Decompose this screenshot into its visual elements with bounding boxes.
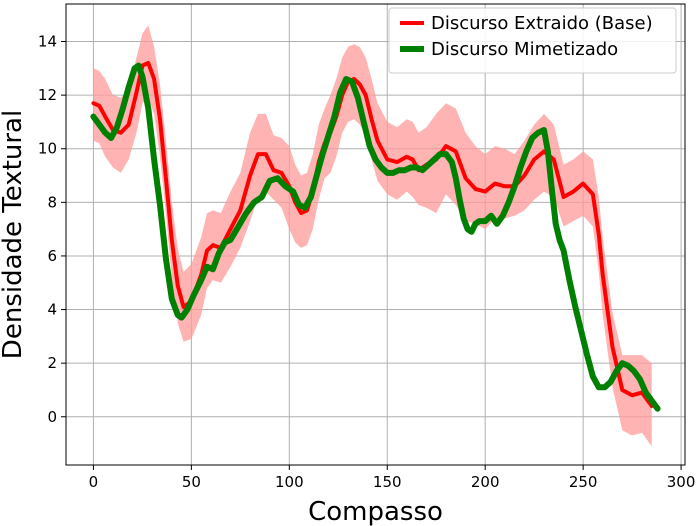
x-tick-label: 0 xyxy=(89,473,99,491)
y-tick-label: 14 xyxy=(38,33,57,51)
x-axis: 0 50 100 150 200 250 300 xyxy=(89,465,696,491)
y-tick-label: 0 xyxy=(47,408,57,426)
y-tick-label: 2 xyxy=(47,354,57,372)
series-group xyxy=(90,25,661,447)
series-line-mimetizado xyxy=(90,62,661,412)
x-axis-label: Compasso xyxy=(308,497,443,526)
legend-label-mimetizado: Discurso Mimetizado xyxy=(431,39,618,60)
plot-area xyxy=(90,25,661,447)
legend-label-base: Discurso Extraido (Base) xyxy=(431,13,653,34)
y-axis-label: Densidade Textural xyxy=(0,110,28,359)
x-tick-label: 250 xyxy=(569,473,598,491)
y-tick-label: 6 xyxy=(47,247,57,265)
y-tick-label: 12 xyxy=(38,86,57,104)
y-tick-label: 4 xyxy=(47,301,57,319)
y-tick-label: 8 xyxy=(47,193,57,211)
legend: Discurso Extraido (Base) Discurso Mimeti… xyxy=(388,7,677,74)
legend-box xyxy=(388,7,677,74)
x-tick-label: 300 xyxy=(667,473,696,491)
y-tick-label: 10 xyxy=(38,140,57,158)
x-tick-label: 50 xyxy=(182,473,201,491)
plot-frame xyxy=(65,3,686,466)
x-tick-label: 200 xyxy=(471,473,500,491)
x-tick-label: 100 xyxy=(275,473,304,491)
x-tick-label: 150 xyxy=(373,473,402,491)
y-axis: 0 2 4 6 8 10 12 14 xyxy=(38,33,66,426)
